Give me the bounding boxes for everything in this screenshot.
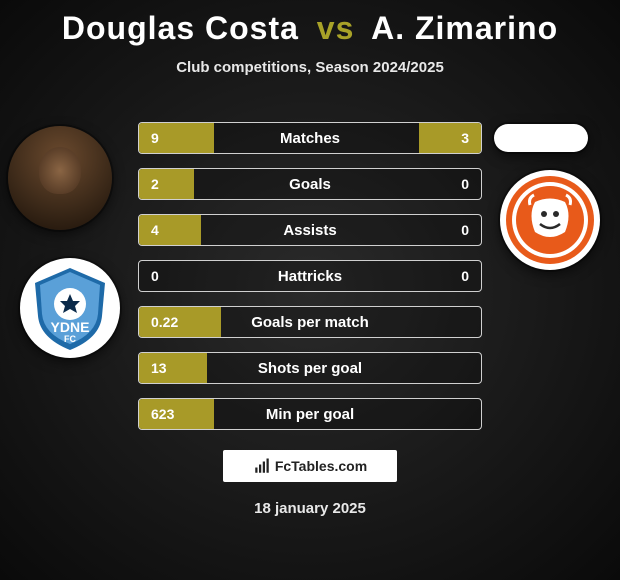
- stat-row: 2Goals0: [138, 168, 482, 200]
- stat-value-right: 0: [421, 176, 481, 192]
- stat-label: Assists: [199, 222, 421, 239]
- stat-value-left: 2: [139, 176, 199, 192]
- stat-value-left: 0: [139, 268, 199, 284]
- branding-text: FcTables.com: [275, 458, 367, 474]
- player1-name: Douglas Costa: [62, 10, 299, 46]
- comparison-title: Douglas Costa vs A. Zimarino: [0, 0, 620, 47]
- stat-value-right: 0: [421, 268, 481, 284]
- svg-text:FC: FC: [64, 334, 76, 344]
- stat-value-left: 13: [139, 360, 199, 376]
- stat-row: 623Min per goal: [138, 398, 482, 430]
- player2-avatar: [494, 124, 588, 152]
- player2-name: A. Zimarino: [371, 10, 558, 46]
- player1-club-badge: YDNE FC: [20, 258, 120, 358]
- stat-value-left: 0.22: [139, 314, 199, 330]
- stats-container: 9Matches32Goals04Assists00Hattricks00.22…: [138, 122, 482, 444]
- stat-value-left: 623: [139, 406, 199, 422]
- stat-value-left: 4: [139, 222, 199, 238]
- stat-label: Goals per match: [199, 314, 421, 331]
- stat-row: 0Hattricks0: [138, 260, 482, 292]
- stat-row: 13Shots per goal: [138, 352, 482, 384]
- date-text: 18 january 2025: [0, 500, 620, 517]
- svg-text:YDNE: YDNE: [51, 319, 90, 335]
- stat-value-right: 3: [421, 130, 481, 146]
- stat-row: 9Matches3: [138, 122, 482, 154]
- branding-badge: FcTables.com: [223, 450, 397, 482]
- stat-row: 0.22Goals per match: [138, 306, 482, 338]
- vs-text: vs: [317, 10, 355, 46]
- stat-label: Min per goal: [199, 406, 421, 423]
- subtitle: Club competitions, Season 2024/2025: [0, 59, 620, 76]
- player1-avatar: [8, 126, 112, 230]
- stat-label: Goals: [199, 176, 421, 193]
- stat-value-right: 0: [421, 222, 481, 238]
- stat-label: Hattricks: [199, 268, 421, 285]
- stat-label: Shots per goal: [199, 360, 421, 377]
- stat-label: Matches: [199, 130, 421, 147]
- chart-icon: [253, 457, 271, 475]
- player2-club-badge: [500, 170, 600, 270]
- stat-row: 4Assists0: [138, 214, 482, 246]
- stat-value-left: 9: [139, 130, 199, 146]
